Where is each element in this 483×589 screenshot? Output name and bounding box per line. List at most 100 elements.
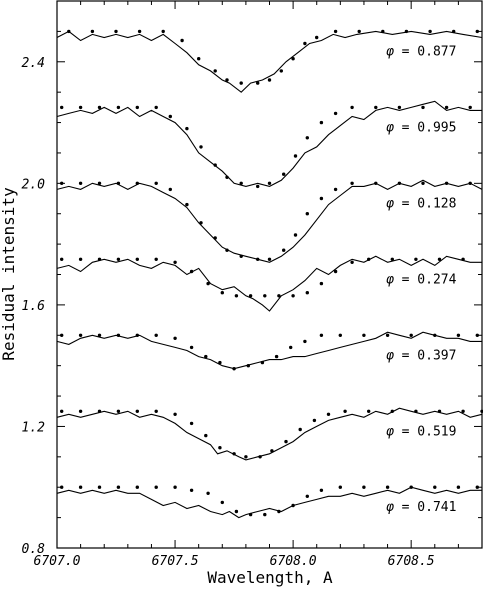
model-profile-point <box>78 257 83 261</box>
model-profile-point <box>414 409 418 413</box>
model-profile-point <box>475 29 479 34</box>
model-profile-point <box>116 257 121 261</box>
x-tick-label: 6708.0 <box>270 554 317 569</box>
series-group: φ = 0.877 φ = 0.995 φ = 0.128 φ = 0.274 φ = … <box>56 29 483 519</box>
model-profile-point <box>199 145 203 149</box>
model-profile-point <box>234 294 239 298</box>
model-profile-point <box>90 29 95 34</box>
profile-series: φ = 0.128 <box>56 179 483 263</box>
model-profile-point <box>239 181 243 185</box>
model-profile-point <box>357 29 361 34</box>
model-profile-point <box>97 409 102 413</box>
model-profile-point <box>135 105 139 110</box>
phase-label: φ = 0.128 <box>386 196 456 211</box>
model-profile-point <box>475 485 479 489</box>
model-profile-point <box>284 439 288 444</box>
model-profile-point <box>78 333 83 337</box>
model-profile-point <box>293 233 298 237</box>
model-profile-point <box>456 333 461 337</box>
model-profile-point <box>213 236 217 240</box>
model-profile-point <box>367 257 371 261</box>
model-profile-point <box>428 29 432 34</box>
model-profile-point <box>189 269 194 274</box>
observed-profile-line <box>56 486 482 519</box>
profile-series: φ = 0.877 <box>56 29 483 93</box>
model-profile-point <box>199 221 203 225</box>
model-profile-point <box>232 452 236 456</box>
y-tick-label: 1.2 <box>22 420 46 435</box>
model-profile-point <box>303 41 307 46</box>
model-profile-point <box>267 181 272 185</box>
model-profile-point <box>218 360 222 365</box>
model-profile-point <box>409 333 413 337</box>
model-profile-point <box>421 181 425 185</box>
observed-profile-line <box>56 255 482 312</box>
model-profile-point <box>414 257 418 261</box>
model-profile-point <box>258 455 262 459</box>
model-profile-point <box>213 163 217 167</box>
model-profile-point <box>452 29 456 34</box>
model-profile-point <box>444 181 449 185</box>
model-profile-point <box>305 494 309 498</box>
model-profile-point <box>256 81 260 85</box>
model-profile-point <box>189 421 194 426</box>
model-profile-point <box>78 485 83 489</box>
model-profile-point <box>381 29 385 34</box>
model-profile-point <box>277 509 281 514</box>
model-profile-point <box>60 105 64 110</box>
model-profile-point <box>315 35 319 40</box>
model-profile-point <box>116 105 121 110</box>
model-profile-point <box>385 485 390 489</box>
model-profile-point <box>67 29 71 34</box>
model-profile-point <box>114 29 118 34</box>
model-profile-point <box>220 291 224 295</box>
model-profile-point <box>154 257 158 261</box>
model-profile-point <box>468 181 472 185</box>
model-profile-point <box>232 367 236 371</box>
axis-ticks: 6707.0 6707.5 6708.0 6708.5 0.8 1.2 1.6 2.0 2.4 <box>22 0 483 569</box>
profile-series: φ = 0.519 <box>56 407 483 461</box>
x-tick-label: 6708.5 <box>388 554 435 569</box>
model-profile-point <box>60 257 64 261</box>
model-profile-point <box>338 333 342 337</box>
model-profile-point <box>385 333 390 337</box>
model-profile-point <box>437 257 442 261</box>
model-profile-point <box>256 257 260 261</box>
model-profile-point <box>154 181 158 185</box>
model-profile-point <box>78 181 83 185</box>
model-profile-point <box>312 418 317 423</box>
observed-profile-line <box>56 30 483 93</box>
model-profile-point <box>218 446 222 450</box>
phase-label: φ = 0.741 <box>386 500 456 515</box>
model-profile-point <box>173 412 177 416</box>
phase-label: φ = 0.877 <box>386 44 456 59</box>
model-profile-point <box>305 291 309 295</box>
model-profile-point <box>282 248 286 252</box>
model-profile-point <box>461 409 465 413</box>
model-profile-point <box>333 29 338 34</box>
model-profile-point <box>433 333 437 337</box>
model-profile-point <box>367 409 371 413</box>
model-profile-point <box>135 333 139 337</box>
model-profile-point <box>137 29 142 34</box>
model-profile-point <box>319 333 324 337</box>
model-profile-point <box>267 78 272 82</box>
model-profile-point <box>234 509 239 514</box>
model-profile-point <box>204 433 208 438</box>
model-profile-point <box>305 212 309 216</box>
model-profile-point <box>239 81 243 85</box>
model-profile-point <box>461 257 465 261</box>
model-profile-point <box>293 154 298 158</box>
y-tick-label: 1.6 <box>22 299 46 314</box>
phase-label: φ = 0.519 <box>386 424 456 439</box>
model-profile-point <box>60 409 64 413</box>
model-profile-point <box>333 111 338 116</box>
model-profile-point <box>154 105 158 110</box>
profile-series: φ = 0.274 <box>56 255 482 312</box>
model-profile-point <box>225 248 229 252</box>
model-profile-point <box>197 57 201 61</box>
model-profile-point <box>116 485 121 489</box>
model-profile-point <box>263 294 267 298</box>
observed-profile-line <box>56 331 482 370</box>
